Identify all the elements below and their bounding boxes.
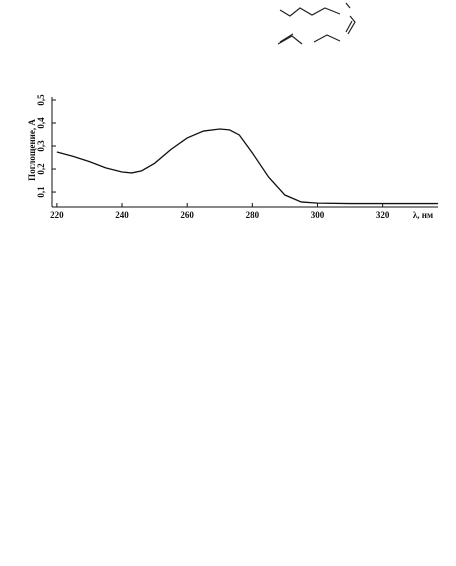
y-tick-label: 0,2 <box>36 163 46 175</box>
x-axis-label: λ, нм <box>413 210 433 220</box>
x-tick-label: 300 <box>311 210 325 220</box>
y-tick-label: 0,5 <box>36 94 46 106</box>
x-tick-label: 240 <box>115 210 129 220</box>
y-tick-label: 0,1 <box>36 186 46 198</box>
x-tick-label: 320 <box>376 210 390 220</box>
spectrum-line <box>56 128 438 205</box>
y-tick-label: 0,3 <box>36 140 46 152</box>
y-tick-label: 0,4 <box>36 117 46 129</box>
x-tick-label: 260 <box>180 210 194 220</box>
y-axis-label: Поглощение, А <box>27 119 37 181</box>
x-tick-label: 220 <box>50 210 64 220</box>
x-tick-label: 280 <box>246 210 260 220</box>
molecule-fragment <box>277 2 356 45</box>
